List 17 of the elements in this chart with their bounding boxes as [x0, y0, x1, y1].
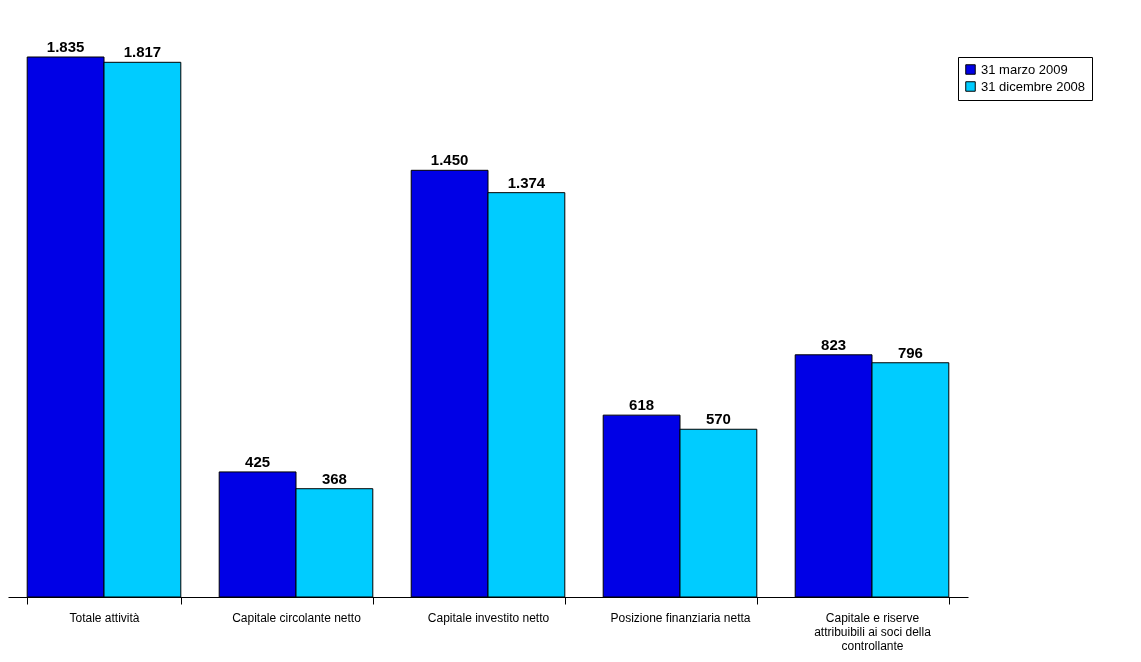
data-label: 823	[821, 335, 847, 353]
data-label: 1.817	[123, 43, 162, 61]
data-label: 368	[321, 469, 347, 487]
x-tick-label: Posizione finanziaria netta	[610, 610, 751, 625]
data-label: 1.835	[46, 38, 85, 55]
x-tick-label: Capitale investito netto	[427, 610, 550, 625]
data-label: 1.374	[507, 173, 546, 191]
data-label: 618	[629, 396, 655, 414]
data-label: 425	[245, 452, 271, 470]
data-label: 570	[705, 410, 731, 428]
x-tick-label: Capitale e riserve attribuibili ai soci della controllante	[814, 610, 932, 653]
data-label: 796	[897, 343, 923, 361]
legend-label: 31 marzo 2009	[981, 61, 1068, 77]
legend-label: 31 dicembre 2008	[981, 78, 1086, 94]
x-tick-label: Capitale circolante netto	[232, 610, 362, 625]
x-tick-label: Totale attività	[69, 610, 140, 625]
data-label: 1.450	[430, 151, 469, 169]
